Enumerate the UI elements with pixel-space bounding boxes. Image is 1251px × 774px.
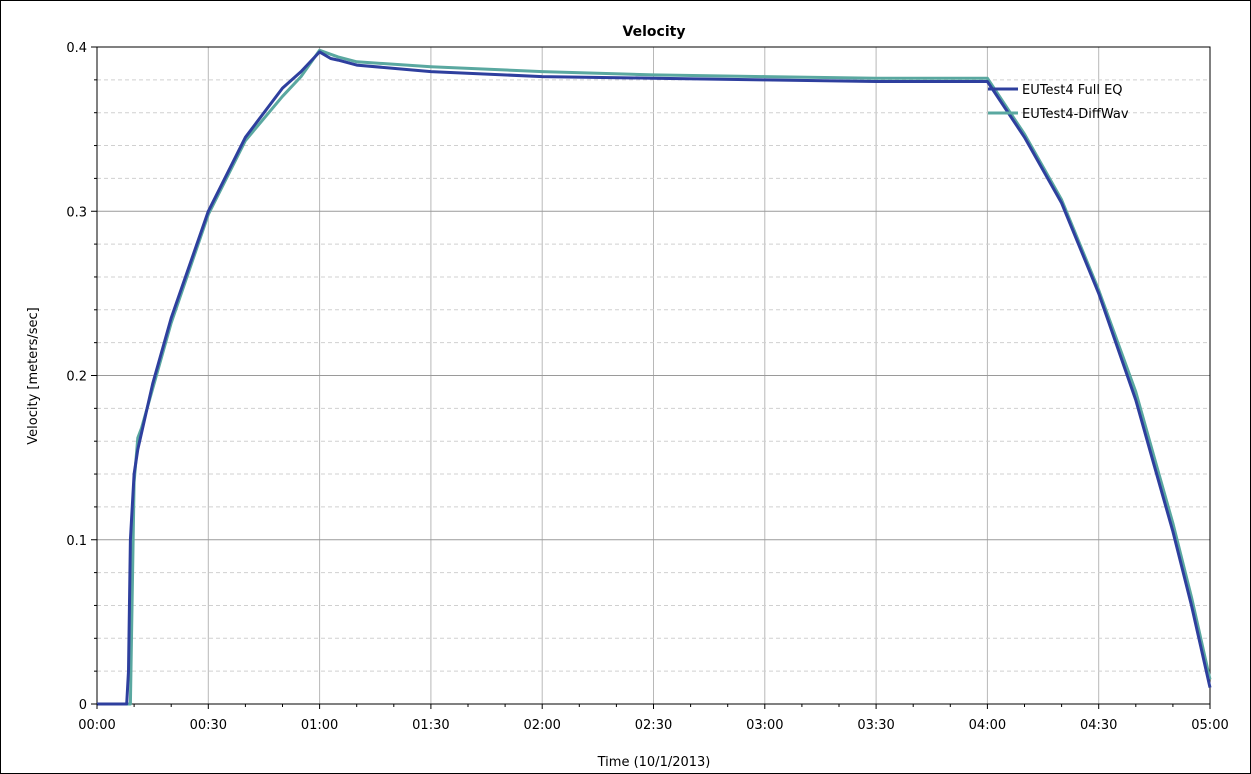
axis-ticks: 00:00 00:30 01:00 01:30 02:00 02:30 03:00 03:30…	[66, 41, 1228, 733]
x-tick-label: 03:30	[857, 718, 894, 733]
series-line-eutest4-full-eq	[97, 50, 1212, 706]
x-tick-label: 05:00	[1191, 718, 1228, 733]
x-tick-label: 02:00	[523, 718, 560, 733]
x-axis-title: Time (10/1/2013)	[597, 755, 711, 770]
series-line-eutest4-diffwav	[97, 48, 1212, 706]
legend: EUTest4 Full EQ EUTest4-DiffWav	[988, 83, 1129, 122]
x-tick-label: 01:30	[412, 718, 449, 733]
x-tick-label: 04:00	[969, 718, 1006, 733]
x-tick-label: 03:00	[746, 718, 783, 733]
y-axis-title: Velocity [meters/sec]	[26, 307, 41, 444]
x-tick-label: 01:00	[301, 718, 338, 733]
series-layer	[97, 48, 1212, 706]
y-tick-label: 0.3	[66, 205, 87, 220]
y-tick-label: 0.2	[66, 370, 87, 385]
legend-label: EUTest4-DiffWav	[1022, 107, 1129, 122]
y-tick-label: 0.1	[66, 534, 87, 549]
x-tick-label: 00:00	[78, 718, 115, 733]
x-tick-label: 00:30	[190, 718, 227, 733]
chart-title: Velocity	[623, 24, 686, 40]
y-tick-label: 0	[79, 698, 87, 713]
grid	[96, 46, 1211, 705]
legend-label: EUTest4 Full EQ	[1022, 83, 1123, 98]
x-tick-label: 02:30	[635, 718, 672, 733]
y-tick-label: 0.4	[66, 41, 87, 56]
x-tick-label: 04:30	[1080, 718, 1117, 733]
